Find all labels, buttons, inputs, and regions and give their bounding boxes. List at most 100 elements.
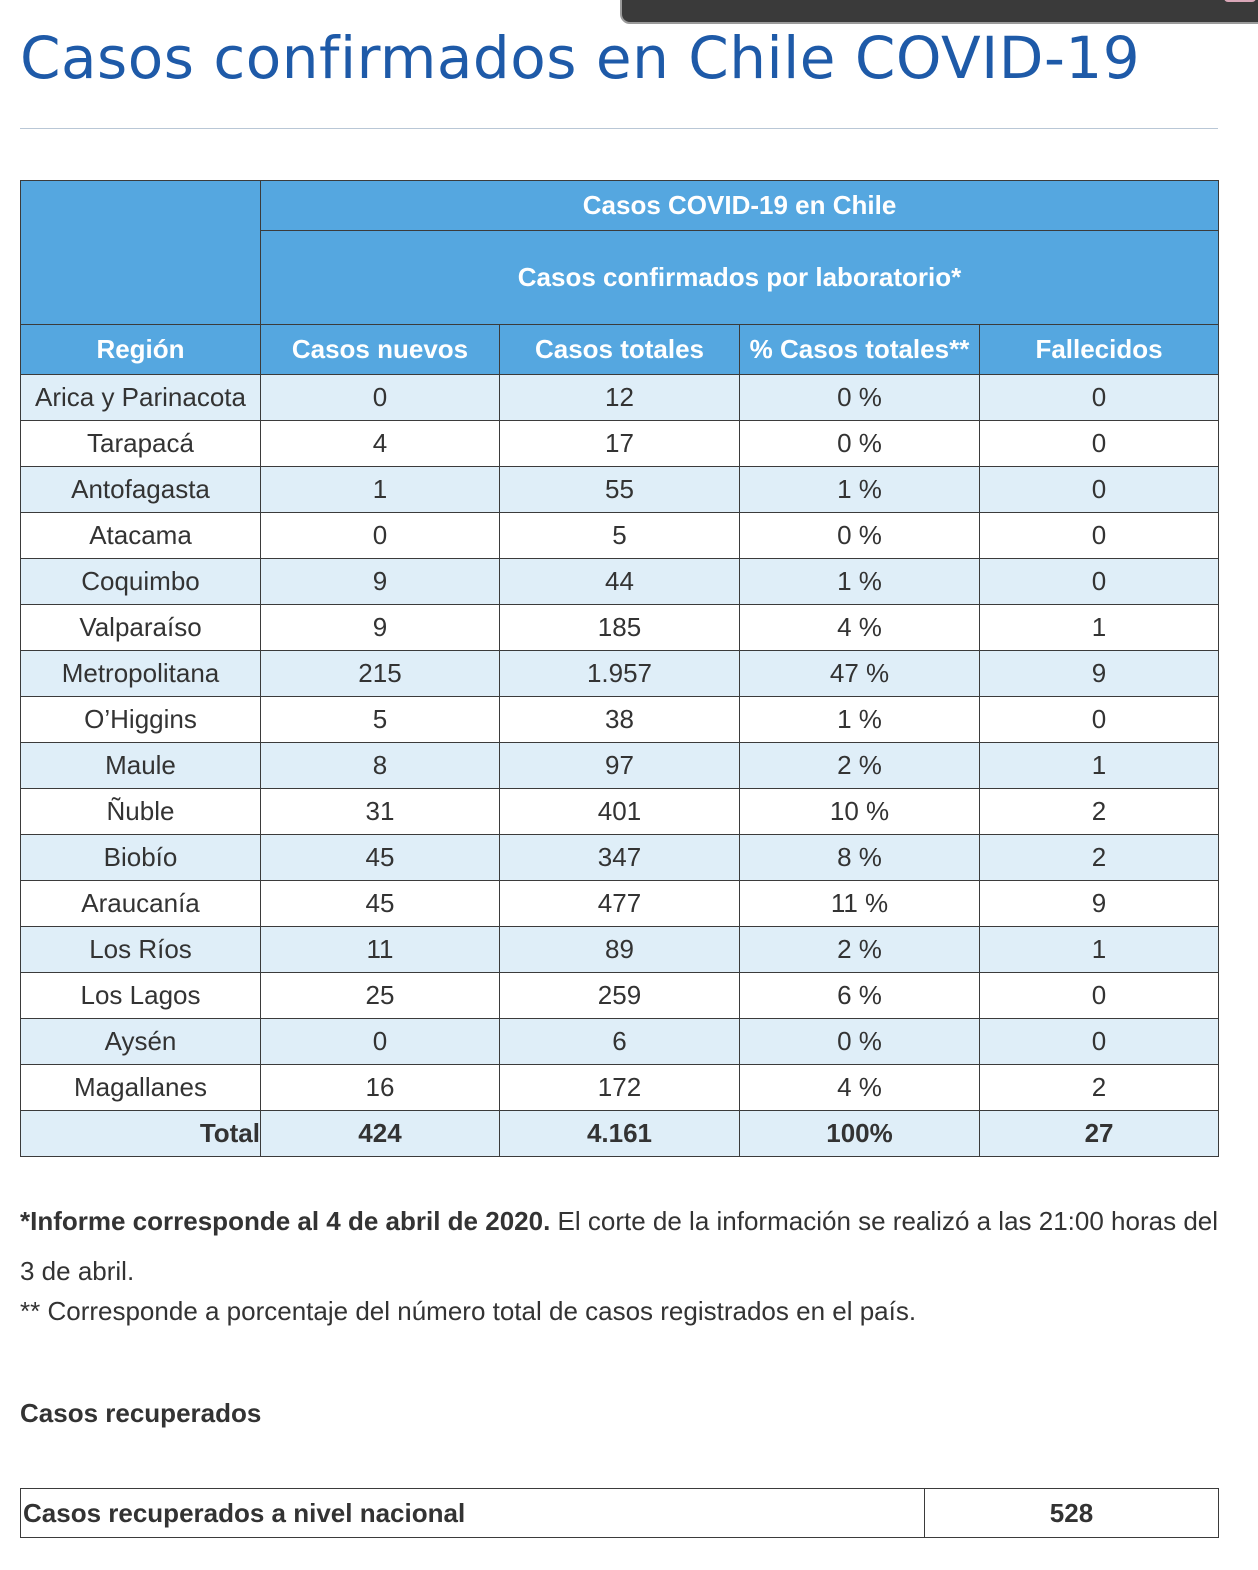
cell-region: Coquimbo xyxy=(20,558,261,605)
table-row: Arica y Parinacota 0 12 0 % 0 xyxy=(20,374,1220,421)
cell-percent-total: 11 % xyxy=(739,880,980,927)
cell-region: Metropolitana xyxy=(20,650,261,697)
header-blank-cell xyxy=(20,180,261,325)
cell-deaths: 2 xyxy=(978,1064,1220,1111)
cell-total-cases: 17 xyxy=(499,420,740,467)
cell-total-cases: 185 xyxy=(499,604,740,651)
cell-region: Magallanes xyxy=(20,1064,261,1111)
cell-deaths: 0 xyxy=(978,558,1220,605)
cell-percent-total: 2 % xyxy=(739,742,980,789)
cell-deaths: 9 xyxy=(978,880,1220,927)
cell-percent-total: 1 % xyxy=(739,466,980,513)
cell-percent-total: 8 % xyxy=(739,834,980,881)
cell-percent-total: 0 % xyxy=(739,512,980,559)
cell-percent-total: 0 % xyxy=(739,420,980,467)
cell-deaths: 1 xyxy=(978,604,1220,651)
cell-deaths: 9 xyxy=(978,650,1220,697)
cell-deaths: 0 xyxy=(978,420,1220,467)
table-header-top: Casos COVID-19 en Chile xyxy=(259,180,1220,231)
report-note-cutoff: El corte de la información se realizó a … xyxy=(20,1206,1219,1286)
cell-new-cases: 215 xyxy=(260,650,500,697)
cell-deaths: 0 xyxy=(978,1018,1220,1065)
cell-new-cases: 45 xyxy=(260,834,500,881)
cell-new-cases: 0 xyxy=(260,512,500,559)
cell-region: Biobío xyxy=(20,834,261,881)
table-row: Magallanes 16 172 4 % 2 xyxy=(20,1064,1220,1111)
total-percent-total: 100% xyxy=(739,1110,980,1157)
cell-new-cases: 9 xyxy=(260,604,500,651)
cell-region: Los Lagos xyxy=(20,972,261,1019)
cell-region: Tarapacá xyxy=(20,420,261,467)
column-header-new-cases: Casos nuevos xyxy=(260,324,500,375)
table-row: O’Higgins 5 38 1 % 0 xyxy=(20,696,1220,743)
cell-deaths: 2 xyxy=(978,834,1220,881)
cell-region: Aysén xyxy=(20,1018,261,1065)
cell-total-cases: 97 xyxy=(499,742,740,789)
cell-region: Antofagasta xyxy=(20,466,261,513)
percent-note: ** Corresponde a porcentaje del número t… xyxy=(20,1296,917,1326)
cell-new-cases: 0 xyxy=(260,1018,500,1065)
table-row: Antofagasta 1 55 1 % 0 xyxy=(20,466,1220,513)
table-row: Aysén 0 6 0 % 0 xyxy=(20,1018,1220,1065)
recovered-row: Casos recuperados a nivel nacional 528 xyxy=(20,1488,1219,1538)
column-header-region: Región xyxy=(20,324,261,375)
table-total-row: Total 424 4.161 100% 27 xyxy=(20,1110,1220,1157)
cell-percent-total: 2 % xyxy=(739,926,980,973)
cell-deaths: 1 xyxy=(978,742,1220,789)
cell-percent-total: 1 % xyxy=(739,558,980,605)
cell-deaths: 1 xyxy=(978,926,1220,973)
cell-total-cases: 89 xyxy=(499,926,740,973)
cell-total-cases: 259 xyxy=(499,972,740,1019)
cell-percent-total: 4 % xyxy=(739,1064,980,1111)
title-divider xyxy=(20,128,1218,129)
table-row: Maule 8 97 2 % 1 xyxy=(20,742,1220,789)
recovered-table: Casos recuperados a nivel nacional 528 xyxy=(20,1488,1219,1538)
table-row: Los Ríos 11 89 2 % 1 xyxy=(20,926,1220,973)
cell-region: Araucanía xyxy=(20,880,261,927)
cell-percent-total: 10 % xyxy=(739,788,980,835)
table-row: Ñuble 31 401 10 % 2 xyxy=(20,788,1220,835)
window-edge xyxy=(620,0,1258,24)
cell-total-cases: 38 xyxy=(499,696,740,743)
total-label: Total xyxy=(20,1110,261,1157)
recovered-label: Casos recuperados a nivel nacional xyxy=(20,1488,925,1538)
cell-percent-total: 47 % xyxy=(739,650,980,697)
cell-new-cases: 31 xyxy=(260,788,500,835)
recovered-value: 528 xyxy=(924,1488,1219,1538)
column-header-percent-total: % Casos totales** xyxy=(739,324,980,375)
cell-region: O’Higgins xyxy=(20,696,261,743)
cell-deaths: 0 xyxy=(978,696,1220,743)
cell-total-cases: 172 xyxy=(499,1064,740,1111)
table-body: Arica y Parinacota 0 12 0 % 0 Tarapacá 4 17 0 % 0… xyxy=(20,374,1220,1157)
cell-new-cases: 25 xyxy=(260,972,500,1019)
recovered-heading: Casos recuperados xyxy=(20,1398,262,1428)
cell-region: Atacama xyxy=(20,512,261,559)
table-header-sub: Casos confirmados por laboratorio* xyxy=(259,230,1220,325)
cell-new-cases: 45 xyxy=(260,880,500,927)
cell-percent-total: 4 % xyxy=(739,604,980,651)
cell-percent-total: 0 % xyxy=(739,374,980,421)
cell-new-cases: 4 xyxy=(260,420,500,467)
cell-new-cases: 1 xyxy=(260,466,500,513)
cell-deaths: 0 xyxy=(978,466,1220,513)
table-row: Biobío 45 347 8 % 2 xyxy=(20,834,1220,881)
total-new-cases: 424 xyxy=(260,1110,500,1157)
covid-cases-table: Casos COVID-19 en Chile Casos confirmado… xyxy=(20,180,1220,1157)
table-row: Tarapacá 4 17 0 % 0 xyxy=(20,420,1220,467)
cell-percent-total: 1 % xyxy=(739,696,980,743)
cell-new-cases: 11 xyxy=(260,926,500,973)
cell-new-cases: 16 xyxy=(260,1064,500,1111)
cell-region: Maule xyxy=(20,742,261,789)
cell-percent-total: 0 % xyxy=(739,1018,980,1065)
table-row: Coquimbo 9 44 1 % 0 xyxy=(20,558,1220,605)
cell-deaths: 0 xyxy=(978,512,1220,559)
column-header-total-cases: Casos totales xyxy=(499,324,740,375)
cell-new-cases: 8 xyxy=(260,742,500,789)
cell-total-cases: 401 xyxy=(499,788,740,835)
table-row: Valparaíso 9 185 4 % 1 xyxy=(20,604,1220,651)
cell-total-cases: 44 xyxy=(499,558,740,605)
report-note-date: *Informe corresponde al 4 de abril de 20… xyxy=(20,1206,551,1236)
cell-region: Valparaíso xyxy=(20,604,261,651)
table-row: Araucanía 45 477 11 % 9 xyxy=(20,880,1220,927)
cell-percent-total: 6 % xyxy=(739,972,980,1019)
